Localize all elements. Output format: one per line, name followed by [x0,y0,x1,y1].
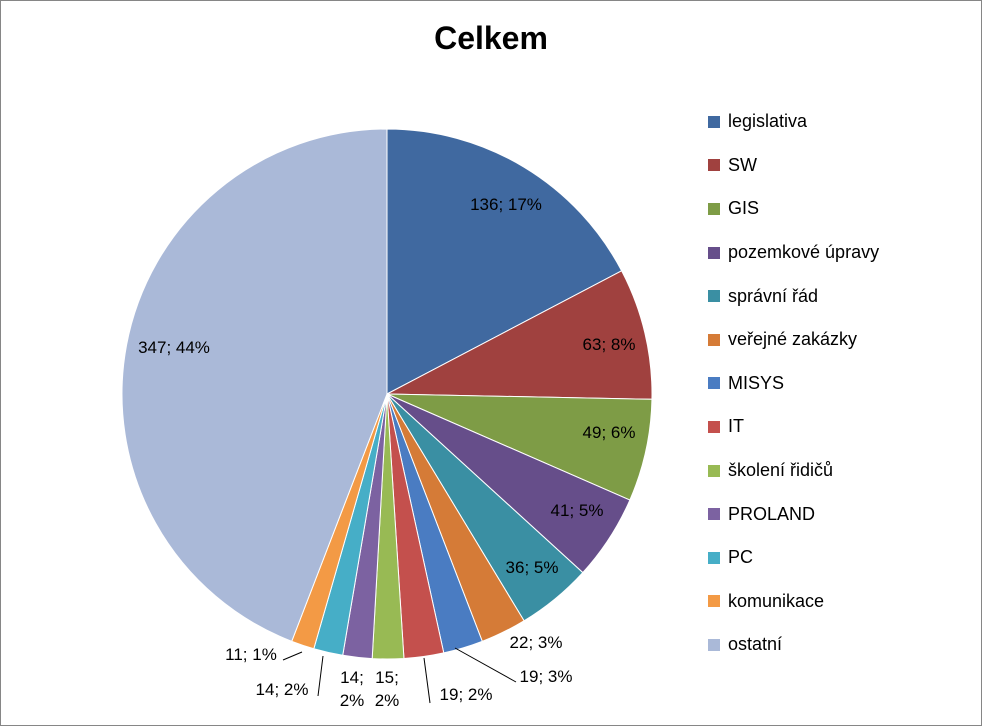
legend-swatch [708,508,720,521]
data-label-13: 347; 44% [138,338,210,357]
data-label-7: 19; 3% [520,667,573,686]
legend-item-1: legislativa [708,100,879,144]
data-label-11: 14; 2% [256,680,309,699]
legend-swatch [708,595,720,608]
pie-slice-1 [386,128,623,395]
legend-label: školení řidičů [728,460,834,481]
legend-swatch [708,115,720,128]
legend-swatch [708,638,720,651]
legend-label: MISYS [728,372,785,393]
data-label-8: 19; 2% [440,685,493,704]
leader-line-12 [282,651,303,661]
legend-label: legislativa [728,111,808,132]
legend-label: ostatní [728,634,783,655]
legend-label: GIS [728,198,760,219]
legend-item-13: ostatní [708,623,879,667]
leader-line-11 [317,655,324,697]
legend-swatch [708,333,720,346]
legend-item-6: veřejné zakázky [708,318,879,362]
legend-swatch [708,420,720,433]
legend-swatch [708,159,720,172]
data-label-6: 22; 3% [510,633,563,652]
leader-line-7 [454,647,517,683]
legend-label: PC [728,547,754,568]
legend-swatch [708,246,720,259]
legend-item-10: PROLAND [708,492,879,536]
pie-slice-2 [386,270,653,400]
pie-slice-13 [121,128,388,642]
legend-item-12: komunikace [708,580,879,624]
legend-label: PROLAND [728,503,816,524]
legend-item-3: GIS [708,187,879,231]
legend-label: IT [728,416,744,437]
legend-swatch [708,464,720,477]
data-label-12: 11; 1% [225,645,277,664]
data-label-1: 136; 17% [470,195,542,214]
data-label-10: 14; 2% [340,668,365,710]
data-label-2: 63; 8% [583,335,636,354]
legend-item-11: PC [708,536,879,580]
legend-item-4: pozemkové úpravy [708,231,879,275]
leader-line-8 [423,657,431,704]
legend-swatch [708,551,720,564]
legend-label: komunikace [728,590,825,611]
data-label-3: 49; 6% [583,423,636,442]
data-label-5: 36; 5% [506,558,559,577]
legend-label: veřejné zakázky [728,329,858,350]
data-label-9: 15; 2% [375,668,400,710]
legend-item-9: školení řidičů [708,449,879,493]
legend-item-2: SW [708,144,879,188]
legend-label: pozemkové úpravy [728,242,880,263]
chart-title: Celkem [434,20,548,56]
legend-item-8: IT [708,405,879,449]
data-label-4: 41; 5% [551,501,604,520]
legend-swatch [708,290,720,303]
chart-legend: legislativa SW GIS pozemkové úpravy správní … [708,100,879,667]
legend-label: SW [728,154,757,175]
legend-swatch [708,202,720,215]
legend-label: správní řád [728,285,819,306]
legend-swatch [708,377,720,390]
legend-item-7: MISYS [708,362,879,406]
legend-item-5: správní řád [708,274,879,318]
